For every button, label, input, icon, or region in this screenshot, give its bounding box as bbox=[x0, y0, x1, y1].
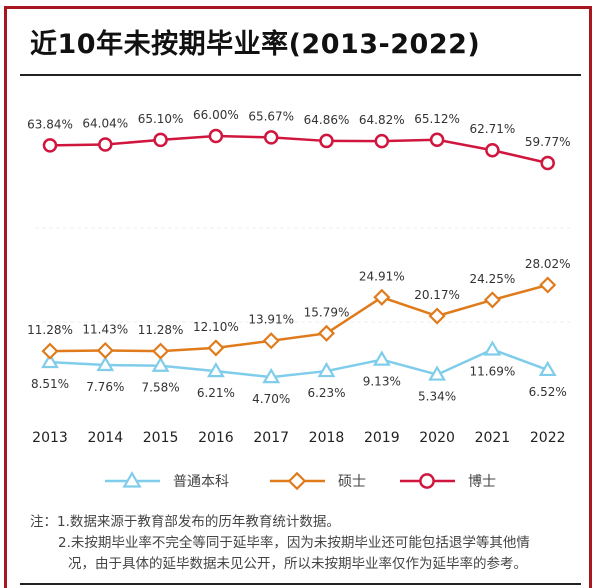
data-point bbox=[151, 356, 170, 372]
x-tick-label: 2020 bbox=[419, 430, 455, 446]
legend-marker bbox=[122, 471, 142, 488]
note-2: 2.未按期毕业率不完全等同于延毕率，因为未按期毕业还可能包括退学等其他情 bbox=[58, 535, 530, 551]
data-label: 11.69% bbox=[470, 365, 516, 379]
x-tick-label: 2014 bbox=[87, 430, 123, 446]
data-point bbox=[539, 276, 557, 294]
data-label: 7.76% bbox=[86, 380, 124, 394]
data-label: 6.52% bbox=[529, 385, 567, 399]
data-label: 9.13% bbox=[363, 375, 401, 389]
data-point bbox=[372, 350, 391, 366]
chart-title: 近10年未按期毕业率(2013-2022) bbox=[30, 29, 481, 60]
data-point bbox=[319, 133, 334, 149]
data-point bbox=[540, 155, 555, 171]
data-point bbox=[96, 341, 114, 360]
x-tick-label: 2017 bbox=[253, 430, 289, 446]
data-point bbox=[206, 361, 225, 378]
data-label: 11.28% bbox=[138, 323, 184, 337]
data-point bbox=[428, 365, 447, 381]
data-point bbox=[429, 132, 445, 148]
data-label: 28.02% bbox=[525, 257, 571, 271]
data-label: 11.43% bbox=[82, 323, 128, 337]
data-point bbox=[98, 137, 113, 152]
data-label: 20.17% bbox=[414, 288, 460, 302]
series-line-1 bbox=[49, 283, 549, 353]
data-point bbox=[207, 339, 225, 357]
data-label: 24.25% bbox=[470, 272, 516, 286]
legend-label: 硕士 bbox=[338, 474, 366, 490]
data-label: 63.84% bbox=[27, 117, 73, 131]
data-label: 65.10% bbox=[138, 112, 184, 126]
x-tick-label: 2013 bbox=[32, 430, 68, 446]
x-tick-label: 2018 bbox=[309, 430, 345, 446]
data-point bbox=[96, 355, 115, 372]
x-tick-label: 2022 bbox=[530, 430, 566, 446]
data-point bbox=[263, 130, 279, 145]
data-label: 59.77% bbox=[525, 135, 571, 149]
data-label: 7.58% bbox=[142, 381, 180, 395]
data-label: 66.00% bbox=[193, 108, 239, 122]
data-point bbox=[483, 291, 501, 309]
data-point bbox=[42, 138, 58, 153]
data-point bbox=[153, 132, 168, 148]
data-point bbox=[317, 324, 336, 342]
data-point bbox=[262, 367, 281, 384]
data-point bbox=[485, 142, 500, 158]
data-point bbox=[373, 288, 391, 306]
bottom-divider bbox=[20, 583, 581, 585]
legend-marker bbox=[419, 473, 435, 489]
notes: 注：1.数据来源于教育部发布的历年教育统计数据。 2.未按期毕业率不完全等同于延… bbox=[30, 512, 530, 575]
data-point bbox=[374, 133, 390, 149]
data-point bbox=[483, 340, 502, 356]
data-point bbox=[208, 128, 224, 144]
title-divider bbox=[20, 74, 581, 76]
line-chart: 8.51% 7.76% 7.58% 6.21% 4.70% 6.23% 9.13% 5.34%… bbox=[27, 108, 571, 491]
data-label: 6.23% bbox=[307, 386, 345, 400]
x-tick-label: 2021 bbox=[475, 430, 511, 446]
data-label: 5.34% bbox=[418, 390, 456, 404]
note-2-cont: 况，由于具体的延毕数据未见公开，所以未按期毕业率仅作为延毕率的参考。 bbox=[68, 556, 527, 572]
data-point bbox=[317, 361, 336, 378]
data-point bbox=[538, 360, 557, 377]
data-label: 12.10% bbox=[193, 320, 239, 334]
series-line-0 bbox=[49, 348, 549, 379]
x-tick-label: 2015 bbox=[143, 430, 179, 446]
series-line-2 bbox=[49, 134, 548, 165]
data-point bbox=[41, 352, 59, 369]
data-label: 65.67% bbox=[248, 109, 294, 123]
data-label: 8.51% bbox=[31, 377, 69, 391]
data-label: 13.91% bbox=[248, 313, 294, 327]
data-label: 64.04% bbox=[82, 116, 128, 130]
data-label: 64.86% bbox=[304, 113, 350, 127]
data-label: 4.70% bbox=[252, 392, 290, 406]
x-tick-label: 2016 bbox=[198, 430, 234, 446]
data-point bbox=[41, 342, 59, 360]
data-label: 65.12% bbox=[414, 112, 460, 126]
data-point bbox=[428, 307, 446, 325]
data-label: 15.79% bbox=[304, 305, 350, 319]
data-point bbox=[152, 342, 170, 360]
legend-label: 博士 bbox=[468, 473, 496, 490]
data-label: 64.82% bbox=[359, 113, 405, 127]
note-1: 注：1.数据来源于教育部发布的历年教育统计数据。 bbox=[30, 514, 340, 530]
data-label: 62.71% bbox=[470, 122, 516, 136]
data-label: 11.28% bbox=[27, 323, 73, 337]
legend-marker bbox=[287, 471, 307, 491]
data-label: 6.21% bbox=[197, 386, 235, 400]
card-border bbox=[4, 6, 592, 588]
legend-label: 普通本科 bbox=[173, 474, 229, 490]
data-label: 24.91% bbox=[359, 269, 405, 283]
data-point bbox=[262, 332, 280, 350]
x-tick-label: 2019 bbox=[364, 430, 400, 446]
